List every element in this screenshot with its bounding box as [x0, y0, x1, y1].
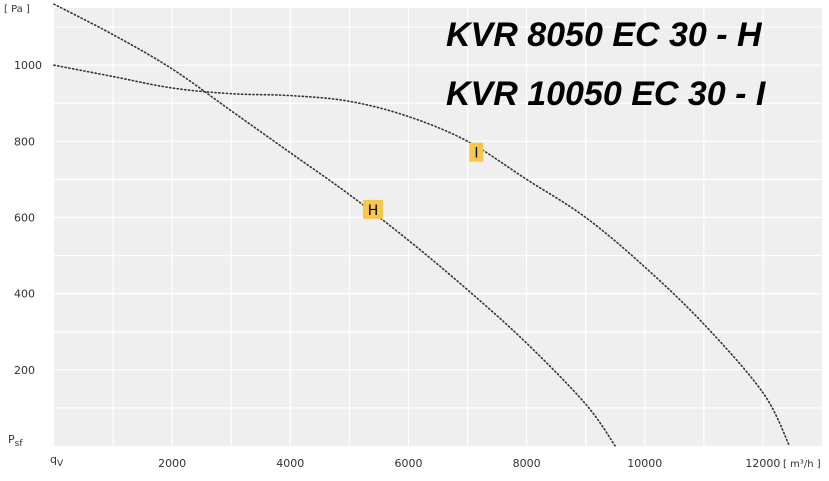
title-line-2: KVR 10050 EC 30 - I	[446, 75, 767, 113]
y-axis-symbol: Psf	[8, 433, 23, 449]
series-marker-i: I	[469, 142, 484, 162]
x-tick-label: 6000	[394, 457, 422, 470]
x-unit-label: [ m³/h ]	[783, 459, 821, 470]
y-tick-label: 800	[14, 135, 35, 148]
grid-lines	[54, 8, 822, 446]
chart-title: KVR 8050 EC 30 - H KVR 10050 EC 30 - I	[446, 16, 767, 113]
series-line-h	[53, 3, 617, 447]
y-tick-label: 200	[14, 364, 35, 377]
y-tick-label: 600	[14, 211, 35, 224]
plot-area	[54, 8, 822, 446]
x-tick-label: 4000	[276, 457, 304, 470]
series-marker-h: H	[363, 199, 384, 219]
x-tick-label: 8000	[513, 457, 541, 470]
x-tick-label: 12000	[745, 457, 780, 470]
marker-box	[363, 199, 384, 219]
axis-labels: [ Pa ] [ m³/h ] Psf qV 2000 4000 6000 8000 1…	[4, 4, 821, 470]
y-unit-label: [ Pa ]	[4, 4, 30, 15]
x-axis-symbol: qV	[50, 453, 64, 469]
x-tick-label: 2000	[158, 457, 186, 470]
marker-box	[469, 142, 484, 162]
y-tick-label: 1000	[14, 59, 42, 72]
title-line-1: KVR 8050 EC 30 - H	[446, 16, 763, 54]
marker-label: I	[474, 146, 478, 162]
series-markers: HI	[363, 142, 484, 219]
y-tick-label: 400	[14, 288, 35, 301]
series-line-i	[53, 64, 791, 447]
series-group	[53, 3, 791, 447]
marker-label: H	[368, 203, 379, 219]
x-tick-label: 10000	[627, 457, 662, 470]
